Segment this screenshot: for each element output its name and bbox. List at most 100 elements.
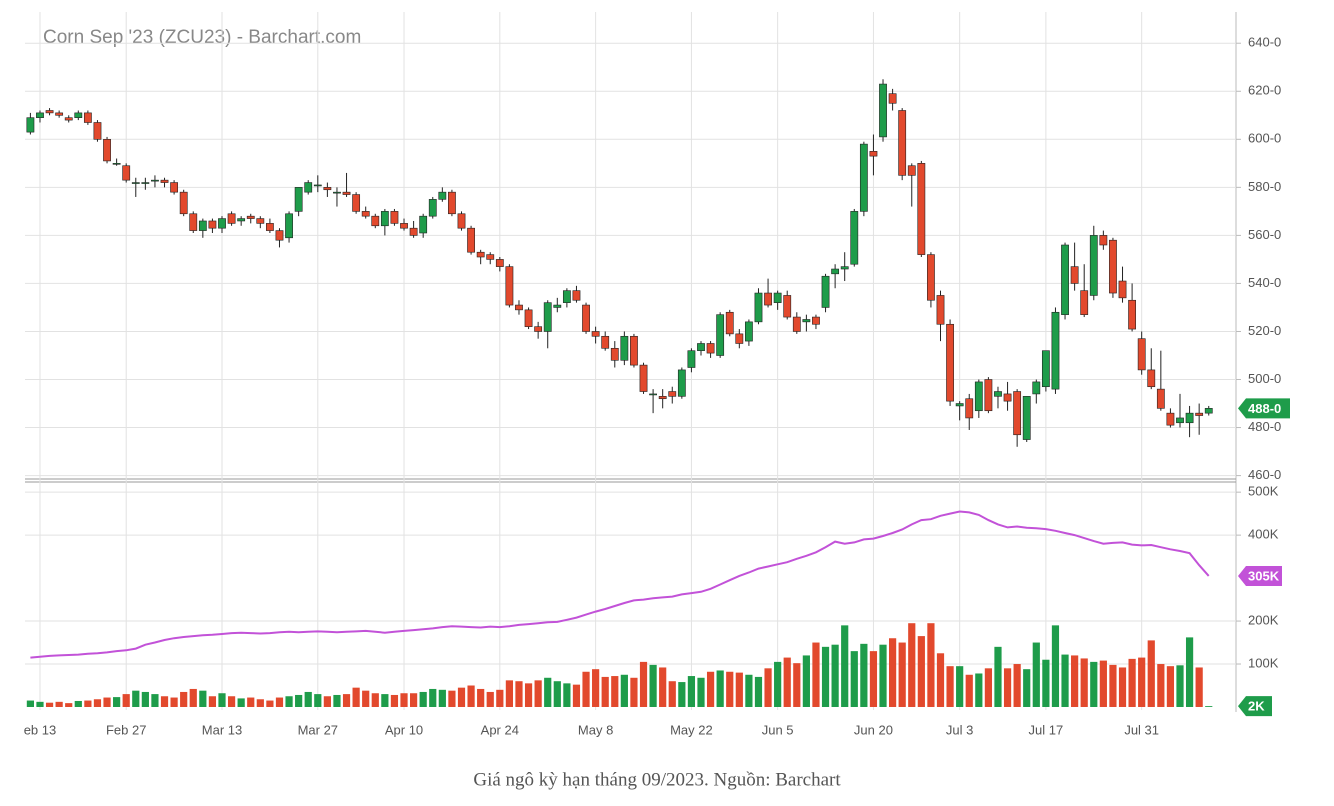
volume-bar	[956, 666, 964, 707]
volume-bar	[563, 683, 571, 707]
x-tick-label: Jun 20	[854, 722, 893, 737]
candle-body	[198, 220, 207, 231]
candle-body	[821, 275, 830, 308]
volume-bar	[869, 651, 878, 707]
candle-body	[534, 326, 543, 332]
candle-body	[170, 182, 178, 193]
candle-body	[1032, 381, 1041, 395]
volume-bar	[802, 655, 810, 707]
volume-bar	[1205, 706, 1213, 707]
volume-bar	[285, 696, 293, 707]
volume-bar	[1128, 658, 1136, 707]
volume-bar	[534, 680, 542, 707]
y-tick-label: 540-0	[1248, 275, 1281, 290]
candle-body	[467, 227, 475, 253]
candle-body	[208, 220, 217, 229]
chart-title: Corn Sep '23 (ZCU23) - Barchart.com	[43, 27, 361, 48]
volume-bar	[151, 694, 159, 707]
candle-body	[754, 292, 763, 323]
volume-bar	[831, 644, 839, 707]
candle-body	[457, 213, 466, 229]
volume-bar	[1090, 661, 1098, 707]
candle-body	[1118, 280, 1127, 299]
volume-bar	[314, 694, 322, 707]
candle-body	[342, 191, 351, 195]
candle-body	[476, 251, 485, 258]
volume-bar	[103, 697, 111, 707]
volume-bar	[1176, 665, 1184, 707]
candle-body	[400, 223, 408, 229]
candle-body	[965, 398, 974, 419]
candle-body	[141, 182, 150, 184]
candle-body	[275, 230, 284, 241]
volume-bar	[572, 684, 581, 707]
candle-body	[1137, 338, 1146, 371]
volume-bar	[419, 691, 427, 707]
x-tick-label: Jul 17	[1029, 722, 1064, 737]
volume-bar	[716, 670, 724, 707]
volume-bar	[678, 682, 686, 707]
volume-bar	[342, 694, 351, 707]
volume-bar	[639, 661, 648, 707]
volume-bar	[1109, 664, 1117, 707]
candle-body	[687, 350, 696, 368]
volume-bar	[1080, 658, 1088, 707]
volume-bar	[544, 677, 552, 707]
candle-body	[390, 211, 399, 224]
volume-bar	[745, 674, 753, 707]
candle-body	[428, 199, 437, 217]
candle-body	[304, 182, 313, 193]
volume-bar	[74, 700, 82, 707]
candle-body	[984, 379, 993, 412]
candle-body	[189, 213, 198, 231]
volume-bar	[304, 691, 312, 707]
candle-body	[103, 139, 111, 162]
candle-body	[927, 254, 935, 301]
candle-body	[122, 165, 131, 181]
volume-bar	[237, 698, 245, 707]
volume-bar	[323, 696, 331, 707]
y-tick-label: 560-0	[1248, 227, 1281, 242]
candle-body	[1080, 290, 1089, 315]
volume-bar	[486, 691, 494, 707]
candle-body	[668, 391, 677, 397]
candle-body	[1147, 369, 1156, 388]
volume-bar	[697, 677, 705, 707]
candle-body	[64, 117, 73, 121]
volume-bar	[1099, 660, 1107, 707]
volume-bar	[1157, 664, 1165, 707]
candle-body	[237, 218, 246, 222]
candle-body	[1099, 235, 1108, 246]
candle-body	[582, 304, 590, 332]
volume-bar	[706, 671, 715, 707]
volume-bar	[1138, 657, 1146, 707]
volume-bar	[1003, 668, 1012, 707]
volume-bar	[170, 697, 178, 707]
volume-bar	[774, 661, 782, 707]
candle-body	[601, 335, 610, 349]
candle-body	[907, 165, 916, 176]
candle-body	[26, 117, 35, 133]
last-value-label: 305K	[1248, 568, 1280, 583]
volume-bar	[668, 681, 676, 707]
candle-body	[1204, 408, 1213, 414]
volume-bar	[295, 694, 303, 707]
candle-body	[610, 347, 619, 361]
candle-body	[955, 403, 964, 407]
y-tick-label: 620-0	[1248, 83, 1281, 98]
volume-bar	[524, 683, 533, 707]
candle-body	[1013, 391, 1022, 436]
y-tick-label: 480-0	[1248, 419, 1281, 434]
candle-body	[735, 333, 744, 344]
volume-bar	[199, 690, 207, 707]
candle-body	[697, 343, 705, 351]
candle-body	[495, 259, 504, 267]
x-tick-label: Feb 27	[106, 722, 146, 737]
candle-body	[888, 93, 897, 104]
candle-body	[744, 321, 753, 342]
last-value-tag	[1238, 398, 1290, 419]
candle-body	[380, 211, 389, 227]
volume-bar	[275, 697, 284, 707]
candle-body	[620, 335, 629, 361]
open-interest-line	[30, 510, 1210, 659]
